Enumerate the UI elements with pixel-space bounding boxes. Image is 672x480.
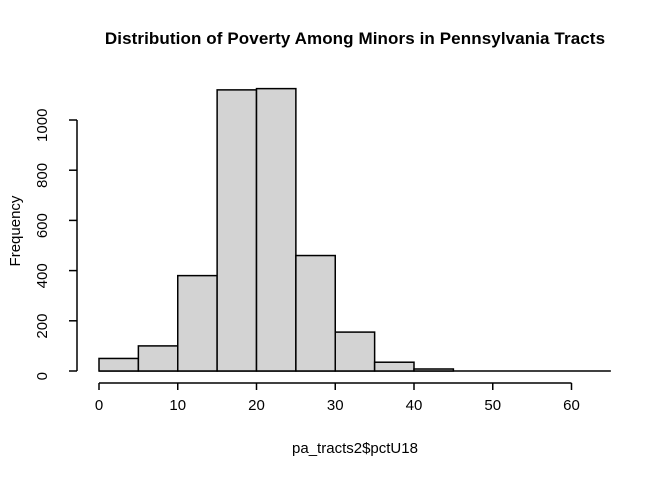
x-axis-label: pa_tracts2$pctU18 [292, 440, 418, 457]
histogram-bar [373, 361, 415, 372]
x-tick-label: 40 [406, 397, 423, 414]
histogram-bar [295, 254, 336, 372]
x-tick-label: 0 [95, 397, 103, 414]
histogram-bar [413, 368, 455, 372]
histogram-bar [137, 345, 179, 372]
histogram-bar [98, 357, 140, 372]
x-tick-label: 20 [248, 397, 265, 414]
y-tick-label: 600 [34, 213, 51, 238]
x-tick-label: 50 [484, 397, 501, 414]
y-tick-label: 200 [34, 314, 51, 339]
x-tick-label: 30 [327, 397, 344, 414]
histogram-bar [255, 87, 297, 372]
x-tick-label: 10 [169, 397, 186, 414]
y-tick-label: 0 [34, 372, 51, 380]
y-tick-label: 800 [34, 163, 51, 188]
chart-title: Distribution of Poverty Among Minors in … [104, 29, 606, 48]
x-tick-label: 60 [563, 397, 580, 414]
y-tick-label: 400 [34, 263, 51, 288]
histogram-bar [334, 331, 376, 372]
histogram-bar [216, 89, 258, 372]
histogram-bar [177, 274, 218, 372]
y-tick-label: 1000 [34, 109, 51, 142]
